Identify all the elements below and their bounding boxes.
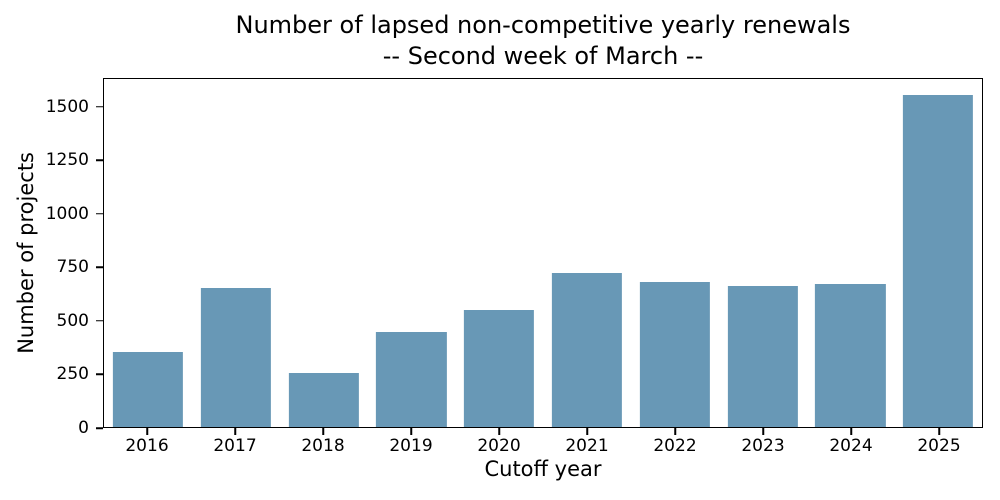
x-tick-label: 2024 bbox=[829, 436, 873, 456]
bar-2022 bbox=[639, 282, 710, 427]
y-tick-mark bbox=[96, 159, 103, 161]
y-tick-mark bbox=[96, 427, 103, 429]
y-tick-label: 250 bbox=[56, 364, 89, 385]
x-tick-label: 2025 bbox=[917, 436, 961, 456]
x-tick-label: 2019 bbox=[389, 436, 433, 456]
y-tick-mark bbox=[96, 212, 103, 215]
y-tick-label: 500 bbox=[56, 310, 89, 331]
chart-title: Number of lapsed non-competitive yearly … bbox=[235, 11, 851, 39]
chart-title-block: Number of lapsed non-competitive yearly … bbox=[103, 10, 983, 72]
x-tick-label: 2020 bbox=[477, 436, 521, 456]
y-tick-label: 1000 bbox=[45, 203, 89, 224]
plot-area bbox=[103, 78, 983, 428]
y-tick-label: 750 bbox=[56, 257, 89, 278]
x-tick-label: 2018 bbox=[301, 436, 345, 456]
x-tick-label: 2016 bbox=[125, 436, 169, 456]
x-tick-mark bbox=[674, 428, 676, 435]
x-tick-mark bbox=[410, 428, 412, 435]
y-tick-label: 1500 bbox=[45, 96, 89, 117]
bar-2023 bbox=[727, 286, 798, 427]
x-tick-mark bbox=[498, 428, 500, 435]
x-tick-mark bbox=[322, 428, 324, 435]
x-axis-label: Cutoff year bbox=[484, 457, 602, 481]
x-tick-label: 2017 bbox=[213, 436, 257, 456]
y-axis-ticks: 0 250 500 750 1000 1250 1500 bbox=[0, 78, 103, 438]
y-tick-label: 0 bbox=[78, 418, 89, 438]
y-tick-mark bbox=[96, 320, 103, 322]
bar-2018 bbox=[288, 372, 359, 427]
bar-2017 bbox=[200, 288, 271, 427]
y-tick-label: 1250 bbox=[45, 150, 89, 171]
bar-2020 bbox=[463, 309, 535, 427]
bar-2019 bbox=[376, 332, 447, 427]
x-tick-mark bbox=[762, 428, 764, 435]
y-tick-mark bbox=[96, 373, 103, 376]
y-tick-mark bbox=[96, 105, 103, 108]
x-tick-mark bbox=[146, 428, 148, 435]
bar-2024 bbox=[815, 284, 886, 427]
x-tick-label: 2022 bbox=[653, 436, 697, 456]
x-tick-label: 2023 bbox=[741, 436, 785, 456]
x-axis-ticks: 2016 2017 2018 2019 2020 2021 2022 2023 2024 2025 bbox=[103, 428, 983, 473]
bar-2021 bbox=[551, 272, 623, 427]
y-tick-mark bbox=[96, 266, 103, 268]
x-tick-mark bbox=[850, 428, 852, 435]
chart-subtitle: -- Second week of March -- bbox=[382, 42, 704, 71]
x-tick-label: 2021 bbox=[565, 436, 609, 456]
x-tick-mark bbox=[234, 428, 236, 435]
bar-2016 bbox=[112, 352, 184, 427]
x-tick-mark bbox=[586, 428, 588, 435]
bar-2025 bbox=[902, 94, 974, 427]
x-tick-mark bbox=[938, 428, 940, 435]
